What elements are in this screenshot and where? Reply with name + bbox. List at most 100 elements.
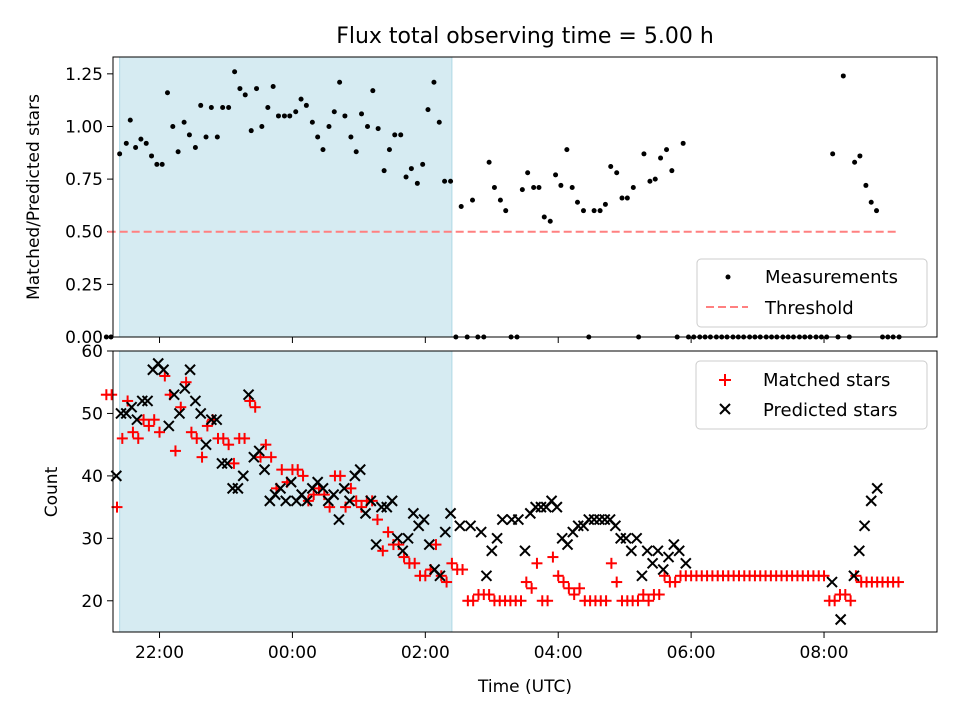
matched-star-point	[552, 570, 564, 582]
measurement-point	[143, 140, 149, 146]
top-legend-box	[696, 258, 928, 328]
predicted-star-point	[274, 482, 287, 495]
matched-star-point	[265, 451, 277, 463]
bottom-panel: 20 30 40 50 60 22:00 00:00 02:00 04:00 06:00 08:0…	[42, 342, 938, 697]
matched-star-point	[441, 576, 453, 588]
measurement-point	[370, 88, 376, 94]
predicted-star-point	[338, 482, 350, 495]
measurement-point	[830, 151, 836, 157]
matched-star-point	[573, 582, 585, 594]
measurement-point	[192, 145, 198, 151]
measurement-point	[164, 90, 170, 96]
measurement-point	[248, 128, 254, 134]
predicted-star-point	[163, 420, 175, 432]
matched-star-point	[371, 514, 383, 526]
predicted-star-point	[184, 364, 196, 376]
measurement-point	[232, 69, 238, 75]
predicted-star-point	[333, 513, 345, 526]
measurement-point	[874, 208, 880, 214]
legend-measurements-marker	[725, 274, 731, 280]
predicted-star-point	[131, 413, 143, 426]
predicted-star-point	[285, 476, 297, 488]
matched-star-point	[223, 439, 235, 451]
predicted-star-point	[359, 507, 372, 520]
measurement-point	[138, 136, 144, 142]
matched-star-point	[892, 576, 904, 588]
measurement-point	[840, 73, 846, 79]
matched-star-point	[276, 464, 288, 476]
predicted-star-point	[609, 520, 622, 532]
matched-stars-points	[100, 370, 904, 607]
measurement-point	[342, 113, 348, 119]
legend-matched-label: Matched stars	[763, 370, 890, 391]
matched-star-point	[818, 570, 830, 582]
matched-star-point	[148, 414, 160, 426]
measurement-point	[541, 214, 547, 220]
matched-star-point	[127, 426, 139, 438]
predicted-star-point	[407, 507, 420, 520]
matched-star-point	[457, 564, 469, 576]
measurement-point	[624, 195, 630, 201]
matched-star-point	[600, 595, 612, 607]
predicted-star-point	[454, 520, 466, 532]
measurement-point	[591, 208, 597, 214]
measurement-point	[602, 201, 608, 207]
measurement-point	[315, 134, 321, 140]
measurement-point	[574, 199, 580, 205]
predicted-star-point	[354, 463, 366, 476]
measurement-point	[619, 195, 625, 201]
matched-star-point	[169, 445, 181, 457]
matched-star-point	[260, 439, 272, 451]
predicted-star-point	[662, 551, 675, 563]
top-x-axis-ticks	[159, 337, 825, 343]
predicted-star-point	[232, 482, 244, 495]
measurement-point	[857, 153, 863, 159]
top-y-axis: 0.00 0.25 0.50 0.75 1.00 1.25	[65, 65, 113, 348]
top-y-tick-label: 0.00	[65, 328, 103, 348]
matched-star-point	[531, 557, 543, 569]
predicted-star-point	[496, 513, 509, 526]
measurement-point	[408, 166, 414, 172]
predicted-star-point	[386, 495, 398, 507]
bottom-y-tick-label: 60	[81, 342, 103, 362]
measurement-point	[281, 113, 287, 119]
matched-star-point	[483, 589, 495, 601]
predicted-star-point	[625, 545, 638, 557]
predicted-star-point	[853, 545, 865, 557]
predicted-star-point	[480, 570, 493, 582]
measurement-point	[403, 174, 409, 180]
predicted-star-point	[221, 457, 234, 470]
predicted-star-point	[168, 389, 180, 401]
measurement-point	[491, 185, 497, 191]
measurement-point	[220, 105, 226, 111]
measurement-point	[214, 134, 220, 140]
measurement-point	[547, 218, 553, 224]
predicted-star-point	[865, 495, 877, 507]
matched-star-point	[228, 457, 240, 469]
matched-star-point	[526, 582, 538, 594]
x-tick-label: 06:00	[667, 643, 716, 663]
legend-predicted-marker	[719, 403, 731, 415]
legend-threshold-label: Threshold	[764, 298, 854, 319]
predicted-star-point	[848, 570, 860, 582]
matched-star-point	[297, 470, 309, 482]
measurement-point	[863, 182, 869, 188]
predicted-star-point	[630, 532, 643, 545]
predicted-star-point	[858, 520, 871, 532]
predicted-star-point	[826, 576, 838, 588]
matched-star-point	[467, 595, 479, 607]
measurement-point	[259, 123, 265, 129]
matched-star-point	[377, 545, 389, 557]
matched-star-point	[839, 589, 851, 601]
matched-star-point	[249, 401, 261, 413]
measurement-point	[265, 105, 271, 111]
top-y-tick-label: 1.00	[65, 117, 103, 137]
matched-star-point	[829, 595, 841, 607]
predicted-star-point	[636, 570, 648, 582]
matched-star-point	[563, 582, 575, 594]
x-tick-label: 22:00	[135, 643, 184, 663]
measurement-point	[420, 161, 426, 167]
measurement-point	[414, 180, 420, 186]
matched-star-point	[637, 589, 649, 601]
